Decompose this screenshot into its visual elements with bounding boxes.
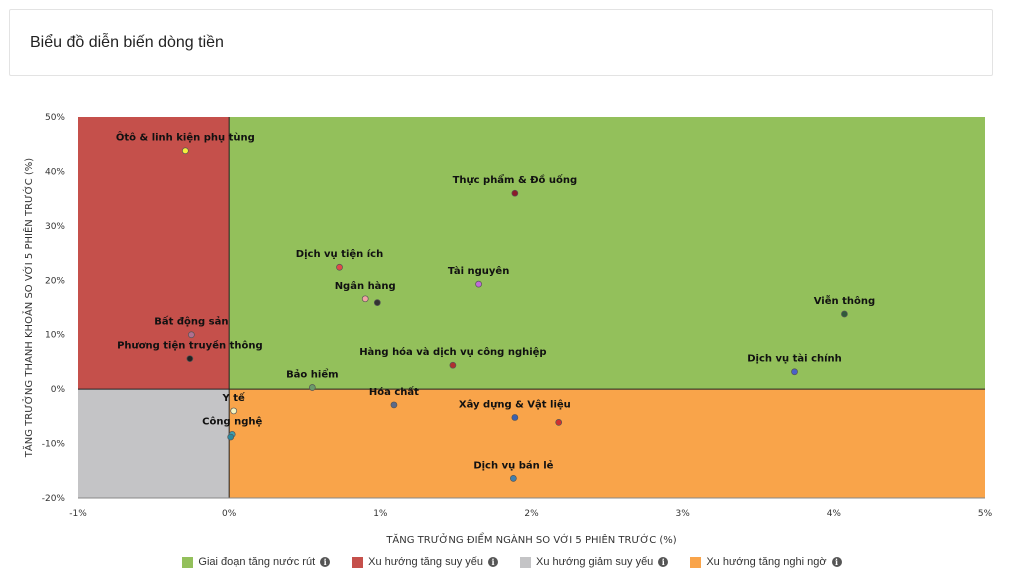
data-point-label: Tài nguyên — [448, 265, 510, 277]
y-tick-label: 40% — [45, 167, 65, 177]
data-point-labels: Ôtô & linh kiện phụ tùng Thực phẩm & Đồ u… — [116, 131, 875, 472]
quadrant-backgrounds — [78, 117, 985, 498]
legend-label: Xu hướng giảm suy yếu — [536, 556, 654, 568]
data-point[interactable] — [390, 401, 398, 409]
legend-swatch — [352, 556, 364, 568]
data-point-label: Dịch vụ tài chính — [747, 353, 842, 365]
legend-swatch — [182, 556, 194, 568]
legend-item[interactable]: Giai đoạn tăng nước rút i — [182, 556, 331, 568]
data-point-label: Y tế — [222, 391, 246, 404]
y-tick-label: 50% — [45, 113, 65, 123]
legend-label: Giai đoạn tăng nước rút — [198, 556, 316, 568]
info-icon[interactable]: i — [488, 557, 498, 567]
data-point[interactable] — [841, 310, 848, 318]
legend-swatch — [520, 556, 531, 568]
data-point-label: Viễn thông — [814, 294, 875, 307]
y-tick-label: 10% — [45, 331, 65, 341]
data-point-label: Phương tiện truyền thông — [117, 339, 263, 352]
x-tick-label: 5% — [978, 509, 993, 519]
legend-item[interactable]: Xu hướng giảm suy yếu i — [520, 556, 669, 568]
x-tick-label: 1% — [373, 509, 388, 519]
y-tick-label: 30% — [45, 222, 65, 232]
info-icon[interactable]: i — [658, 557, 669, 567]
data-point[interactable] — [308, 384, 316, 391]
x-axis-title: TĂNG TRƯỞNG ĐIỂM NGÀNH SO VỚI 5 PHIÊN TR… — [385, 532, 676, 546]
data-point[interactable] — [361, 295, 369, 303]
data-point[interactable] — [373, 299, 381, 306]
info-icon[interactable]: i — [320, 557, 331, 567]
y-tick-label: 0% — [51, 385, 66, 395]
data-point-label: Bất động sản — [154, 315, 228, 328]
data-point[interactable] — [181, 147, 189, 155]
data-point-label: Hóa chất — [369, 385, 419, 398]
x-tick-label: 0% — [222, 509, 237, 519]
data-point-label: Ngân hàng — [335, 280, 396, 292]
data-point[interactable] — [449, 361, 457, 369]
data-point[interactable] — [791, 368, 798, 376]
data-point[interactable] — [510, 475, 517, 482]
data-point-label: Dịch vụ bán lẻ — [473, 459, 553, 471]
y-tick-label: -20% — [42, 494, 66, 504]
data-point-label: Ôtô & linh kiện phụ tùng — [116, 131, 255, 144]
y-axis-title: TĂNG TRƯỞNG THANH KHOẢN SO VỚI 5 PHIÊN T… — [21, 158, 35, 458]
x-axis-ticks: -1% 0% 1% 2% 3% 4% 5% — [69, 509, 992, 519]
x-tick-label: 3% — [676, 509, 691, 519]
data-points — [181, 147, 848, 482]
x-tick-label: 4% — [827, 509, 842, 519]
data-point-label: Công nghệ — [202, 415, 262, 427]
data-point[interactable] — [227, 433, 235, 441]
data-point[interactable] — [511, 189, 519, 197]
chart-legend: Giai đoạn tăng nước rút i Xu hướng tăng su… — [0, 556, 1024, 568]
legend-item[interactable]: Xu hướng tăng nghi ngờ i — [690, 556, 842, 568]
quadrant-2 — [78, 389, 230, 498]
x-tick-label: -1% — [69, 509, 87, 519]
data-point-label: Thực phẩm & Đồ uống — [453, 173, 578, 186]
info-icon[interactable]: i — [831, 557, 842, 567]
data-point-label: Dịch vụ tiện ích — [296, 248, 383, 260]
data-point[interactable] — [336, 263, 343, 271]
x-tick-label: 2% — [524, 509, 539, 519]
legend-label: Xu hướng tăng nghi ngờ — [706, 556, 827, 568]
legend-label: Xu hướng tăng suy yếu — [368, 556, 483, 568]
y-tick-label: 20% — [45, 276, 65, 286]
quadrant-1 — [78, 117, 230, 390]
data-point[interactable] — [555, 418, 563, 426]
data-point-label: Bảo hiểm — [286, 368, 338, 381]
cash-flow-scatter-chart: -1% 0% 1% 2% 3% 4% 5% -20% -10% 0% 10% 20% 30% 40% 50… — [21, 113, 993, 546]
data-point[interactable] — [511, 414, 519, 421]
data-point[interactable] — [186, 355, 194, 363]
quadrant-3 — [229, 389, 985, 498]
chart-heading: Biểu đồ diễn biến dòng tiền — [30, 34, 224, 51]
legend-item[interactable]: Xu hướng tăng suy yếu i — [352, 556, 498, 568]
quadrant-0 — [229, 117, 985, 390]
data-point-label: Hàng hóa và dịch vụ công nghiệp — [359, 346, 546, 358]
y-tick-label: -10% — [42, 440, 66, 450]
y-axis-ticks: -20% -10% 0% 10% 20% 30% 40% 50% — [42, 113, 66, 504]
data-point[interactable] — [475, 280, 482, 288]
legend-swatch — [690, 556, 702, 568]
data-point-label: Xây dựng & Vật liệu — [459, 398, 571, 410]
chart-header-card: Biểu đồ diễn biến dòng tiền — [9, 9, 993, 76]
data-point[interactable] — [230, 407, 238, 415]
data-point[interactable] — [188, 331, 195, 339]
